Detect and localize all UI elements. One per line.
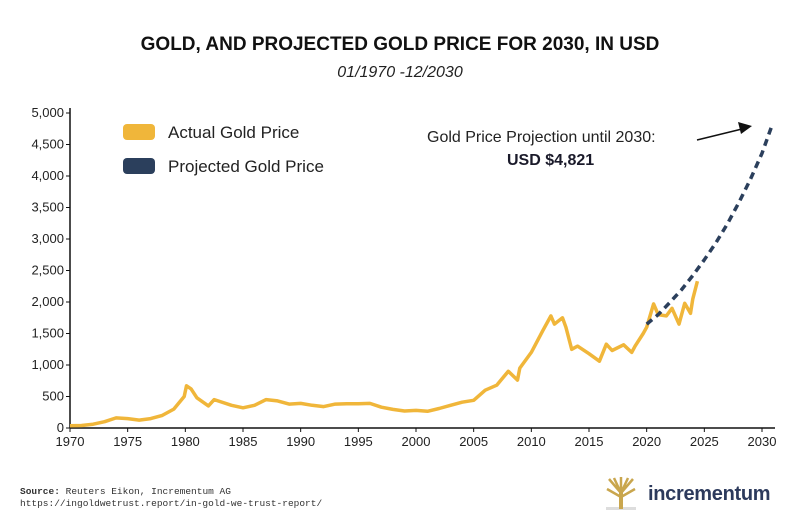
chart-subtitle: 01/1970 -12/2030 — [337, 64, 463, 81]
y-tick-label: 500 — [42, 389, 64, 404]
y-tick-label: 5,000 — [31, 105, 64, 120]
y-tick-label: 3,000 — [31, 231, 64, 246]
source-label: Source: — [20, 486, 60, 497]
x-tick-label: 2020 — [632, 434, 661, 449]
source-text: Reuters Eikon, Incrementum AG — [65, 486, 231, 497]
source-url[interactable]: https://ingoldwetrust.report/in-gold-we-… — [20, 498, 323, 509]
annotation-value: USD $4,821 — [507, 152, 594, 169]
legend-swatch-projected — [123, 158, 155, 174]
x-tick-label: 2030 — [748, 434, 777, 449]
x-tick-label: 2000 — [402, 434, 431, 449]
y-tick-label: 0 — [57, 420, 64, 435]
legend-swatch-actual — [123, 124, 155, 140]
x-tick-label: 2005 — [459, 434, 488, 449]
y-tick-label: 4,000 — [31, 168, 64, 183]
x-tick-label: 1990 — [286, 434, 315, 449]
y-tick-label: 1,500 — [31, 326, 64, 341]
incrementum-logo: incrementum — [606, 477, 771, 511]
x-tick-label: 2025 — [690, 434, 719, 449]
y-tick-label: 1,000 — [31, 357, 64, 372]
legend: Actual Gold Price Projected Gold Price — [123, 123, 324, 176]
legend-label-projected: Projected Gold Price — [168, 157, 324, 176]
y-tick-label: 2,500 — [31, 263, 64, 278]
x-tick-label: 1985 — [229, 434, 258, 449]
x-tick-label: 1970 — [56, 434, 85, 449]
x-tick-label: 2010 — [517, 434, 546, 449]
legend-label-actual: Actual Gold Price — [168, 123, 299, 142]
y-tick-label: 3,500 — [31, 200, 64, 215]
x-tick-label: 2015 — [575, 434, 604, 449]
x-tick-label: 1975 — [113, 434, 142, 449]
chart-title: GOLD, AND PROJECTED GOLD PRICE FOR 2030,… — [140, 34, 660, 55]
x-tick-label: 1995 — [344, 434, 373, 449]
series-line-projected — [645, 123, 775, 326]
y-tick-label: 2,000 — [31, 294, 64, 309]
x-tick-label: 1980 — [171, 434, 200, 449]
y-tick-label: 4,500 — [31, 137, 64, 152]
series-line-actual — [69, 280, 700, 428]
annotation-text: Gold Price Projection until 2030: — [427, 129, 656, 146]
annotation-arrow — [696, 122, 752, 141]
brand-name: incrementum — [648, 482, 771, 505]
tree-logo-icon — [606, 477, 636, 510]
source-note: Source: Reuters Eikon, Incrementum AG ht… — [20, 486, 322, 510]
